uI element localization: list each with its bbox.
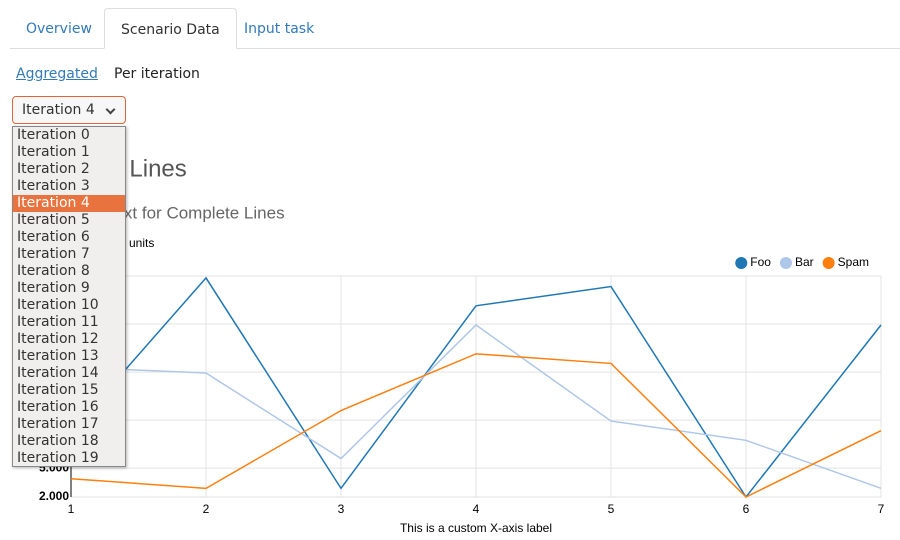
option[interactable]: Iteration 4 [13, 195, 125, 212]
x-axis-label: This is a custom X-axis label [400, 521, 552, 535]
iteration-select[interactable]: Iteration 4 [12, 96, 126, 124]
option[interactable]: Iteration 0 [17, 127, 90, 143]
legend-swatch [822, 257, 835, 269]
option[interactable]: Iteration 2 [17, 161, 90, 177]
legend-swatch [779, 257, 792, 269]
subtab[interactable]: Aggregated [16, 66, 98, 82]
option[interactable]: Iteration 17 [17, 416, 99, 432]
x-tick-label: 7 [878, 502, 885, 516]
option[interactable]: Iteration 10 [17, 297, 99, 313]
x-tick-label: 6 [743, 502, 750, 516]
series-line [70, 353, 882, 498]
tab[interactable]: Scenario Data [104, 8, 237, 49]
x-tick-label: 5 [608, 502, 615, 516]
option[interactable]: Iteration 11 [17, 314, 99, 330]
legend-label: Foo [750, 255, 771, 269]
y-tick-label: 2.000 [39, 489, 69, 503]
x-tick-label: 3 [338, 502, 345, 516]
option[interactable]: Iteration 6 [17, 229, 90, 245]
x-tick-label: 2 [203, 502, 210, 516]
x-tick-label: 4 [473, 502, 480, 516]
option[interactable]: Iteration 7 [17, 246, 90, 262]
option[interactable]: Iteration 18 [17, 433, 99, 449]
series-line [70, 324, 882, 490]
option[interactable]: Iteration 15 [17, 382, 99, 398]
option[interactable]: Iteration 1 [17, 144, 90, 160]
tab-bar [10, 48, 900, 49]
legend-label: Spam [838, 255, 869, 269]
y-axis-label: units [129, 236, 154, 250]
x-tick-label: 1 [68, 502, 75, 516]
option[interactable]: Iteration 3 [17, 178, 90, 194]
option[interactable]: Iteration 14 [17, 365, 99, 381]
option[interactable]: Iteration 16 [17, 399, 99, 415]
legend-swatch [735, 257, 748, 269]
legend-label: Bar [795, 255, 814, 269]
option[interactable]: Iteration 8 [17, 263, 90, 279]
tab[interactable]: Overview [26, 21, 92, 37]
option[interactable]: Iteration 12 [17, 331, 99, 347]
tab[interactable]: Input task [244, 21, 315, 37]
iteration-options: Iteration 0 Iteration 1 Iteration 2 Iterati… [12, 126, 126, 467]
option[interactable]: Iteration 13 [17, 348, 99, 364]
option[interactable]: Iteration 9 [17, 280, 90, 296]
option[interactable]: Iteration 5 [17, 212, 90, 228]
subtab[interactable]: Per iteration [114, 66, 200, 82]
option[interactable]: Iteration 19 [17, 450, 99, 466]
